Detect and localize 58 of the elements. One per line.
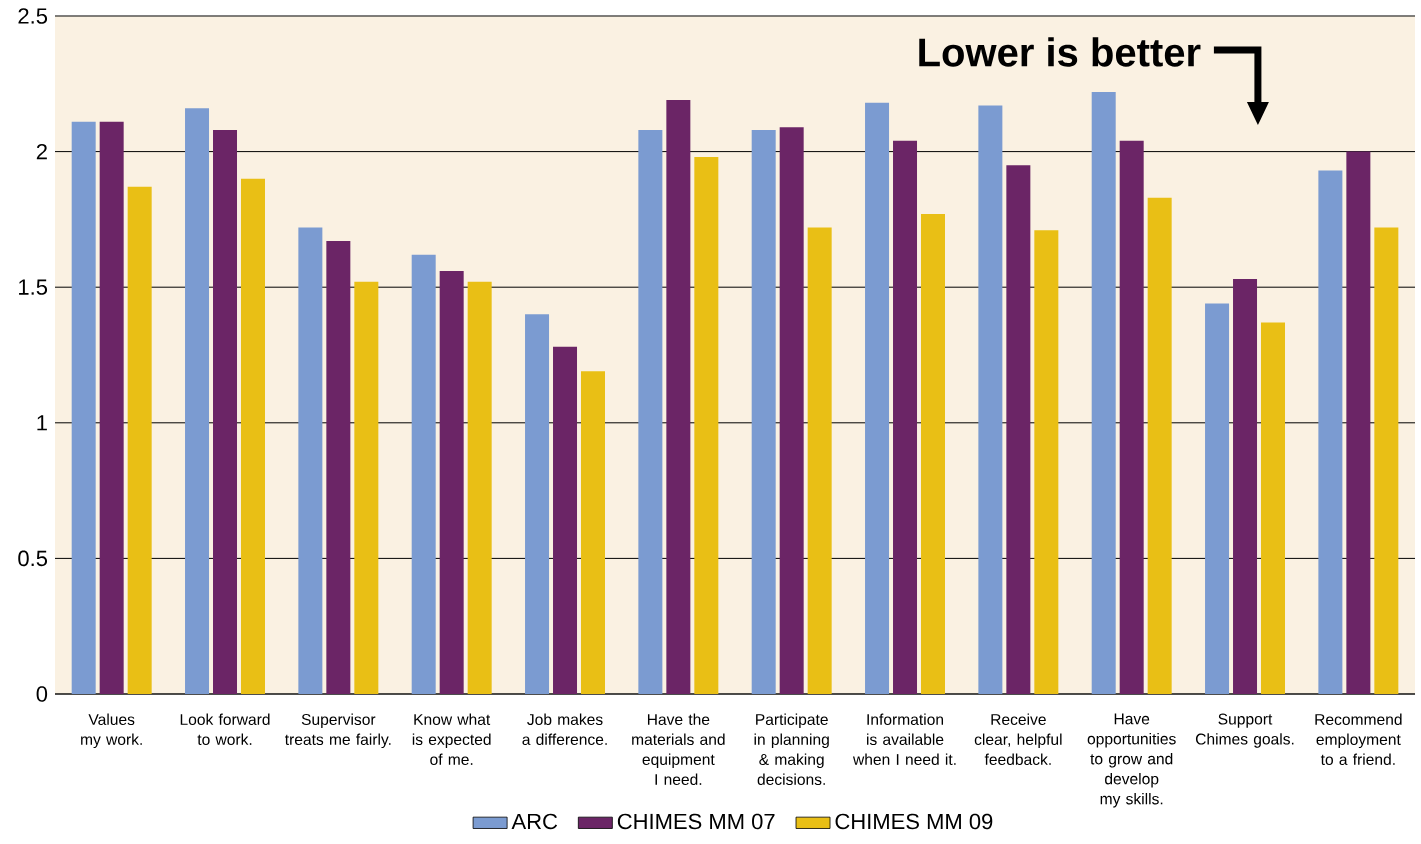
bar [525, 314, 550, 694]
x-tick-label: Supervisor treats me fairly. [285, 713, 391, 749]
x-tick-label: Look forward to work. [180, 713, 270, 746]
bar [694, 157, 719, 694]
x-tick-label: Have the materials and equipment I need. [632, 713, 725, 786]
legend-label: CHIMES MM 07 [617, 813, 775, 830]
bar [326, 241, 351, 694]
bar [1318, 170, 1343, 694]
bar [1205, 303, 1230, 694]
x-tick-label: Job makes a difference. [522, 713, 607, 746]
bar [751, 129, 776, 694]
legend-label: ARC [511, 813, 558, 830]
x-tick-label: Support Chimes goals. [1195, 713, 1294, 748]
bar [99, 121, 124, 694]
bar [893, 140, 918, 694]
x-tick-label: Recommend employment to a friend. [1315, 713, 1402, 766]
bar [354, 281, 379, 694]
bar [185, 108, 210, 694]
bar [127, 186, 152, 694]
bar [1261, 322, 1286, 694]
x-tick-label: Know what is expected of me. [412, 713, 491, 766]
bar [1147, 197, 1172, 694]
bar [807, 227, 832, 694]
bar [213, 129, 238, 694]
bar [1119, 140, 1144, 694]
bar [779, 127, 804, 694]
annotation: Lower is better [919, 37, 1201, 67]
y-tick-label: 0 [36, 686, 48, 702]
bar [240, 178, 265, 694]
y-tick-label: 1 [37, 415, 47, 431]
x-tick-label: Have opportunities to grow and develop my skills. [1087, 713, 1176, 808]
y-tick-label: 1.5 [19, 279, 48, 295]
bar [467, 281, 492, 694]
bar [1233, 279, 1258, 694]
bar [581, 371, 605, 694]
y-tick-label: 0.5 [18, 550, 48, 567]
bar [1034, 230, 1059, 694]
bar [553, 346, 578, 694]
bar [411, 254, 436, 694]
legend-label: CHIMES MM 09 [835, 813, 993, 830]
x-tick-label: Information is available when I need it. [852, 713, 956, 766]
x-tick-label: Receive clear, helpful feedback. [974, 713, 1062, 766]
y-tick-label: 2 [36, 143, 47, 160]
bar [71, 121, 96, 694]
bar [638, 129, 663, 694]
bar [439, 270, 464, 694]
y-tick-label: 2.5 [18, 8, 48, 24]
bar [865, 102, 890, 694]
bar [666, 100, 691, 694]
x-tick-label: Participate in planning & making decisions. [754, 713, 829, 786]
bar [1091, 91, 1116, 694]
bar [1006, 165, 1031, 694]
bar [978, 105, 1003, 694]
bar [1374, 227, 1399, 694]
bar [298, 227, 323, 694]
bar [1346, 151, 1371, 694]
bar [921, 213, 945, 694]
x-tick-label: Values my work. [81, 713, 142, 749]
